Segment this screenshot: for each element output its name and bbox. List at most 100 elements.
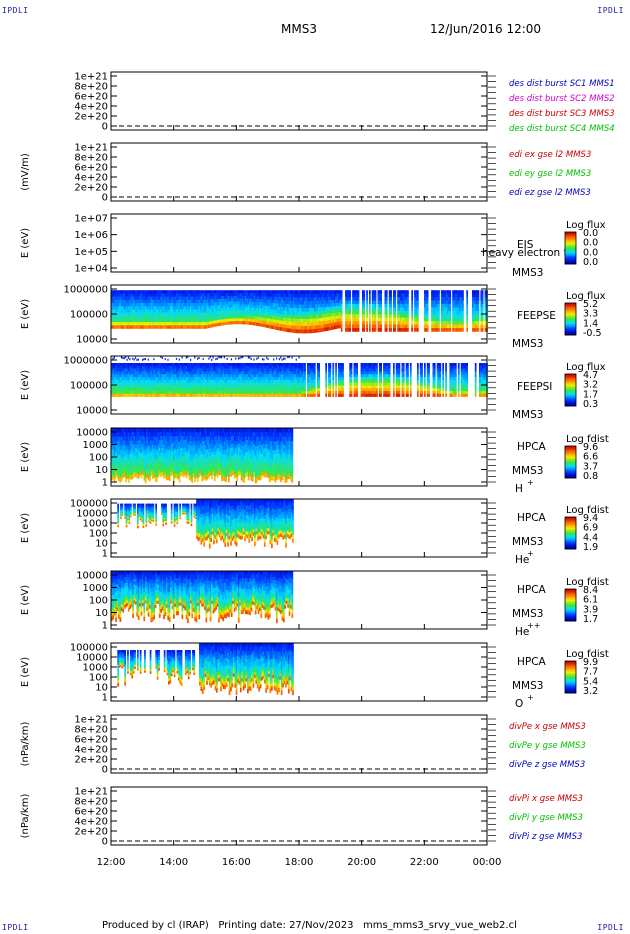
panel-3-cell [308, 293, 311, 298]
panel-3-cell [232, 312, 235, 316]
panel-4-cell [156, 379, 158, 383]
panel-3-cell [175, 325, 178, 329]
panel-3-cell [346, 321, 349, 325]
panel-4-cell [278, 388, 281, 392]
panel-4-cell [283, 374, 285, 378]
panel-4-cell [175, 377, 178, 381]
panel-3-cell [244, 301, 247, 305]
panel-4-cell [226, 371, 229, 375]
panel-4-cell [173, 374, 175, 378]
panel-3-cell [143, 290, 146, 294]
panel-3-cell [319, 317, 322, 322]
panel-3-cell [170, 312, 172, 317]
panel-3-cell [184, 296, 187, 301]
panel-4-cell [223, 363, 226, 367]
panel-4-cell [146, 363, 149, 367]
panel-3-cell [157, 312, 160, 317]
panel-3-cell [195, 315, 198, 320]
panel-3-cell [390, 317, 392, 322]
panel-4-cell [312, 391, 315, 395]
panel-3-cell [280, 310, 282, 315]
panel-3-colorbar-cell [565, 323, 576, 325]
panel-3-cell [346, 307, 349, 312]
panel-4-cell [277, 379, 280, 383]
panel-3-cell [151, 312, 154, 317]
panel-3-cell [332, 313, 335, 317]
panel-4-cell [197, 365, 199, 369]
panel-4-cell [325, 371, 328, 375]
panel-3-cell [160, 290, 163, 294]
panel-4-cell [242, 379, 244, 383]
panel-3-cell [260, 320, 263, 324]
panel-4-cell [123, 382, 126, 386]
panel-3-cell [477, 328, 480, 332]
panel-3-cell [163, 315, 165, 320]
panel-4-cell [307, 368, 309, 372]
panel-4-cell [302, 382, 305, 386]
panel-3-cell [266, 321, 268, 325]
panel-3-cell [371, 321, 374, 325]
panel-3-cell [129, 322, 132, 326]
panel-3-cell [332, 316, 335, 320]
panel-4-cell [123, 391, 126, 395]
panel-4-cell [198, 382, 201, 386]
panel-3-cell [201, 296, 203, 301]
panel-4-cell [246, 382, 249, 386]
panel-3-cell [243, 290, 246, 294]
panel-3-cell [127, 299, 130, 304]
panel-3-cell [432, 307, 435, 312]
panel-3-cell [400, 293, 402, 298]
panel-3-cell [126, 322, 129, 326]
panel-3-cell [267, 299, 270, 304]
panel-3-cell [452, 303, 454, 308]
panel-3-cell [287, 318, 289, 322]
panel-4-cell [307, 382, 309, 386]
panel-3-cell [417, 303, 419, 308]
panel-3-cell [218, 319, 220, 324]
panel-3-cell [236, 318, 239, 322]
panel-4-cell [171, 374, 174, 378]
panel-3-cell [380, 328, 383, 332]
panel-3-cell [435, 324, 438, 329]
panel-3-cell [175, 318, 178, 323]
panel-3-cell [253, 313, 256, 317]
panel-3-cell [400, 314, 402, 318]
panel-4-cell [298, 377, 301, 381]
panel-4-cell [157, 382, 160, 386]
panel-3-cell [139, 318, 141, 323]
panel-4-cell [119, 371, 122, 375]
panel-3-cell [290, 290, 292, 294]
panel-4-cell [244, 365, 247, 369]
panel-3-cell [460, 303, 463, 308]
panel-3-cell [253, 316, 256, 320]
panel-3-cell [122, 318, 125, 323]
panel-4-cell [273, 374, 275, 378]
panel-3-cell [401, 314, 404, 318]
panel-3-cell [252, 310, 254, 314]
panel-3-cell [357, 290, 360, 294]
panel-3-cell [222, 319, 225, 323]
panel-4-cell [198, 377, 201, 381]
panel-3-cell [357, 317, 360, 322]
panel-3-cell [457, 314, 460, 318]
panel-3-cell [271, 290, 274, 294]
panel-3-cell [477, 314, 480, 318]
panel-3-cell [312, 325, 315, 330]
panel-3-cell [331, 290, 333, 294]
panel-3-cell [455, 293, 457, 298]
panel-4-cell [228, 391, 230, 395]
panel-4-cell [170, 382, 172, 386]
panel-3-cell [181, 303, 184, 307]
panel-4-cell [180, 377, 182, 381]
panel-3-cell [219, 304, 222, 309]
panel-3-cell [191, 296, 194, 301]
panel-3-cell [158, 299, 161, 304]
panel-4-cell [276, 379, 278, 383]
panel-4-cell [271, 368, 274, 372]
panel-3-cell [347, 297, 350, 301]
panel-3-cell [182, 309, 185, 313]
panel-3-cell [192, 299, 195, 304]
panel-4-cell [144, 368, 147, 372]
panel-4-cell [160, 393, 163, 397]
panel-4-cell [198, 379, 201, 383]
